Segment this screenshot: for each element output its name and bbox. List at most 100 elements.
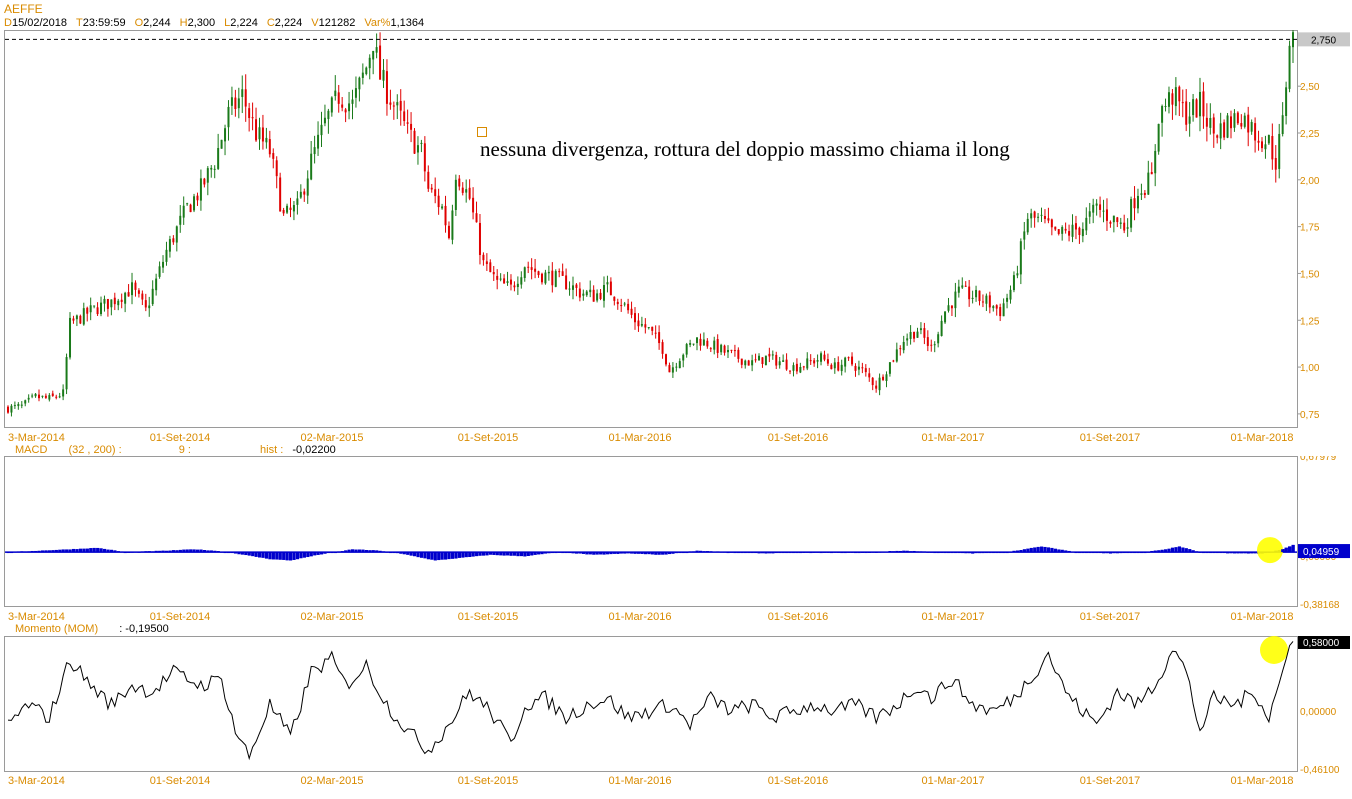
y-tick-label: 0,75 [1300, 410, 1320, 421]
macd-bar [1153, 550, 1157, 553]
macd-bar [1229, 552, 1233, 554]
last-price-box [1298, 32, 1350, 47]
macd-bar [960, 552, 964, 554]
macd-bar [27, 551, 31, 553]
macd-bar [164, 550, 169, 553]
candle-body [385, 71, 388, 104]
candle-body [148, 305, 151, 309]
candle-body [961, 285, 964, 288]
macd-chart[interactable]: 0,679790,00000-0,381680,049593-Mar-20140… [0, 456, 1352, 624]
candle-body [837, 361, 840, 371]
macd-bar [1177, 546, 1182, 553]
candle-body [348, 103, 351, 112]
macd-bar [1036, 546, 1040, 553]
candle-body [217, 148, 220, 169]
macd-bar [729, 551, 734, 553]
last-value-box [1298, 636, 1350, 649]
x-tick-label: 01-Mar-2018 [1231, 432, 1294, 444]
macd-signal: 9 : [178, 444, 191, 456]
macd-bar [47, 550, 52, 553]
macd-bar [654, 552, 658, 555]
macd-bar [1246, 552, 1250, 554]
macd-bar [333, 552, 337, 554]
candle-body [954, 291, 957, 309]
candle-body [713, 340, 716, 350]
candle-body [1092, 204, 1095, 213]
candle-body [134, 282, 137, 290]
macd-bar [319, 552, 324, 555]
candle-body [51, 393, 54, 396]
header-key: H [179, 17, 188, 29]
macd-bar [96, 547, 100, 553]
macd-bar [771, 552, 775, 554]
macd-bar [1191, 550, 1195, 553]
candle-body [1119, 222, 1122, 224]
macd-bar [874, 551, 878, 553]
macd-bar [402, 552, 406, 555]
macd-bar [1012, 550, 1016, 553]
highlight-circle [1260, 636, 1288, 664]
candle-body [1054, 226, 1057, 230]
candle-body [1164, 106, 1167, 108]
macd-bar [1143, 552, 1147, 554]
macd-bar [884, 551, 889, 553]
candle-body [1195, 99, 1198, 118]
candle-body [303, 191, 306, 195]
macd-bar [802, 552, 806, 554]
price-chart[interactable]: 2,50 2,25 2,00 1,75 1,50 1,25 1,00 0,75 2,750 3-M… [0, 30, 1352, 446]
macd-bar [812, 551, 816, 553]
candle-body [475, 213, 478, 223]
candle-body [730, 349, 733, 351]
macd-bar [144, 551, 148, 553]
macd-bar [647, 552, 651, 555]
candle-body [785, 359, 788, 370]
candle-body [633, 313, 636, 323]
candle-body [158, 266, 161, 277]
candle-body [334, 90, 337, 97]
candle-body [933, 344, 936, 346]
candle-body [379, 45, 382, 80]
candle-body [1219, 123, 1222, 139]
candle-body [864, 368, 867, 373]
macd-bar [619, 552, 623, 554]
macd-bar [151, 551, 155, 553]
candle-body [616, 301, 619, 305]
macd-header: MACD (32 , 200) : 9 : hist : -0,02200 [15, 444, 336, 456]
candle-body [241, 89, 244, 97]
macd-bar [843, 552, 847, 554]
macd-bar [1208, 552, 1213, 554]
macd-bar [640, 552, 644, 554]
macd-bar [1067, 550, 1071, 553]
macd-bar [158, 550, 162, 553]
x-tick-label: 01-Set-2016 [768, 432, 829, 444]
candle-body [802, 366, 805, 368]
candle-body [234, 97, 237, 110]
macd-bar [206, 550, 210, 553]
macd-bar [702, 551, 706, 553]
candle-body [1040, 214, 1043, 216]
macd-bar [636, 552, 641, 554]
candle-body [17, 404, 20, 407]
candle-body [1016, 273, 1019, 276]
macd-bar [774, 552, 778, 554]
macd-bar [557, 551, 561, 553]
macd-bar [230, 552, 234, 554]
y-tick-label: 1,00 [1300, 363, 1320, 374]
candle-body [151, 288, 154, 305]
candle-body [20, 404, 23, 406]
momentum-chart[interactable]: 0,58000 0,00000 -0,46100 3-Mar-2014 01-Set-2… [0, 636, 1352, 799]
candle-body [492, 272, 495, 275]
macd-bar [1291, 544, 1295, 553]
candle-body [465, 189, 468, 193]
macd-bar [37, 550, 41, 553]
annotation-marker[interactable] [477, 127, 487, 137]
candle-body [968, 286, 971, 300]
macd-bar [936, 552, 940, 554]
macd-bar [998, 552, 1002, 554]
macd-bar [767, 552, 772, 554]
candle-body [585, 291, 588, 296]
macd-bar [1215, 552, 1219, 554]
macd-bar [1201, 552, 1206, 554]
macd-bar [922, 551, 927, 553]
macd-bar [492, 552, 496, 555]
